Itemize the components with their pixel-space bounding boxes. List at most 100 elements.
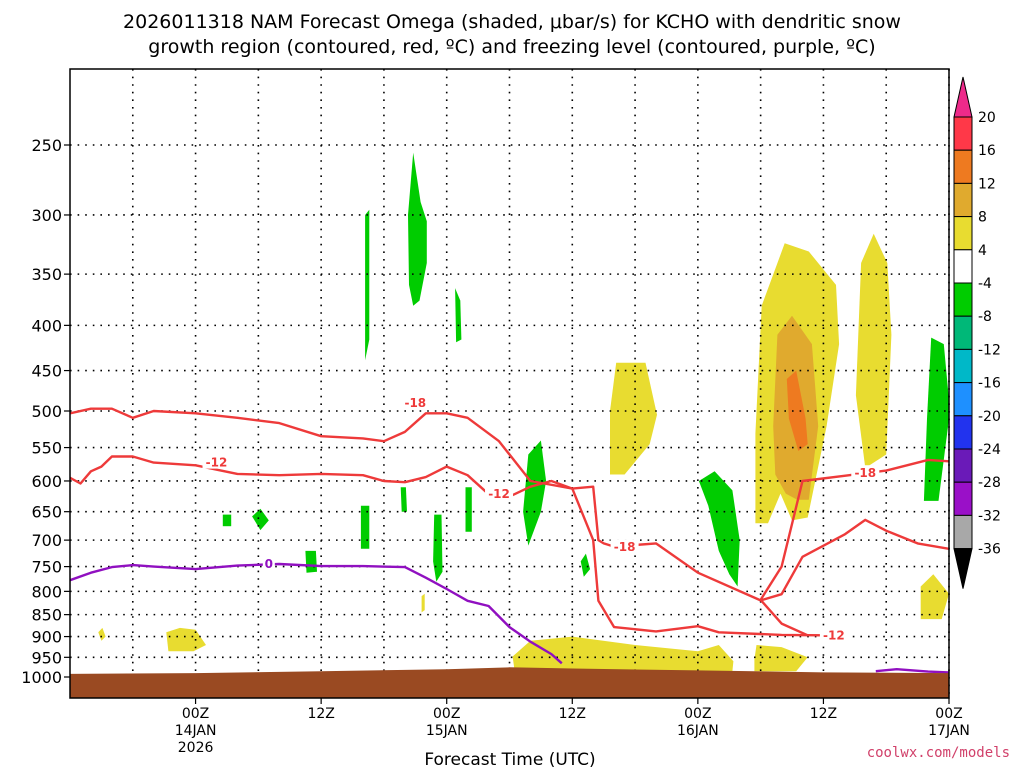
- y-tick-label-900: 900: [31, 628, 62, 647]
- colorbar-label-3: 8: [978, 210, 987, 226]
- contour-label-bg-0: [401, 395, 430, 410]
- shade-region-green-8: [433, 514, 443, 582]
- colorbar-band-9: [953, 415, 973, 450]
- colorbar-band-4: [953, 249, 973, 284]
- colorbar-band-6: [953, 315, 973, 350]
- contour-label-3: -18: [614, 540, 636, 554]
- y-tick-label-250: 250: [31, 136, 62, 155]
- x-tick-date-0: 14JAN: [175, 723, 217, 739]
- contour-label-2: -12: [488, 487, 510, 501]
- colorbar-band-3: [953, 216, 973, 251]
- shade-region-green-11: [580, 553, 591, 577]
- contour-label-bg-3: [610, 539, 639, 554]
- chart-title-line2: growth region (contoured, red, ºC) and f…: [148, 36, 875, 58]
- contour-label-bg-5: [819, 627, 848, 642]
- colorbar-label-9: -20: [978, 409, 1001, 425]
- x-tick-label-0: 00Z: [182, 706, 209, 722]
- shade-region-green-7: [400, 487, 407, 512]
- colorbar-label-8: -16: [978, 376, 1001, 392]
- y-tick-label-650: 650: [31, 503, 62, 522]
- y-tick-label-450: 450: [31, 362, 62, 381]
- colorbar-label-5: -4: [978, 276, 992, 292]
- colorbar-label-7: -12: [978, 342, 1001, 358]
- shade-region-yellow-15: [610, 362, 657, 475]
- shade-region-green-0: [252, 508, 269, 531]
- x-tick-label-12: 12Z: [307, 706, 334, 722]
- colorbar-label-0: 20: [978, 110, 996, 126]
- colorbar-band-0: [953, 116, 973, 151]
- colorbar-band-11: [953, 481, 973, 516]
- contour-label-5: -12: [823, 628, 845, 642]
- ground-fill: [70, 667, 949, 698]
- x-tick-label-72: 00Z: [935, 706, 962, 722]
- contour-label-6: 0: [265, 557, 273, 571]
- y-tick-label-600: 600: [31, 472, 62, 491]
- colorbar-label-12: -32: [978, 508, 1001, 524]
- y-tick-label-400: 400: [31, 316, 62, 335]
- shade-region-green-12: [698, 471, 740, 587]
- y-tick-label-350: 350: [31, 265, 62, 284]
- shade-region-yellow-20: [920, 574, 949, 620]
- dgz-contour-0: [70, 407, 949, 602]
- colorbar: 20 16 12 8 4 -4 -8 -12 -16 -20 -24 -28 -32 -36: [953, 76, 1001, 589]
- x-tick-label-48: 00Z: [684, 706, 711, 722]
- shade-region-dorange-26: [786, 370, 808, 451]
- contour-label-bg-2: [485, 486, 514, 501]
- colorbar-bottom-arrow: [953, 548, 973, 589]
- contour-label-bg-4: [851, 465, 880, 480]
- shade-region-yellow-16: [512, 636, 734, 674]
- plot-frame: [69, 68, 950, 699]
- contour-label-0: -18: [404, 396, 426, 410]
- shade-region-green-3: [360, 505, 370, 549]
- y-tick-label-500: 500: [31, 402, 62, 421]
- dgz-contour-2: [759, 458, 949, 637]
- colorbar-band-10: [953, 448, 973, 483]
- shade-region-green-13: [923, 337, 949, 501]
- colorbar-band-5: [953, 282, 973, 317]
- freezing-contour-3: [70, 562, 563, 665]
- y-axis: 250 300 350 400 450 500 550 600 650 700 750 800 850 9…: [21, 136, 70, 687]
- x-tick-date-72: 17JAN: [928, 723, 970, 739]
- shade-region-yellow-22: [166, 627, 206, 652]
- y-tick-label-1000: 1000: [21, 668, 62, 687]
- contour-label-bg-6: [262, 556, 275, 571]
- contour-label-bg-1: [202, 454, 231, 469]
- y-tick-label-850: 850: [31, 606, 62, 625]
- ground: [70, 667, 949, 698]
- x-axis-title: Forecast Time (UTC): [424, 750, 595, 768]
- contours: -18 -12 -12 -18 -18 -12 0: [70, 395, 949, 674]
- contour-label-4: -18: [854, 466, 876, 480]
- shade-region-green-9: [465, 487, 472, 532]
- dgz-contour-1: [70, 455, 824, 637]
- y-tick-label-550: 550: [31, 439, 62, 458]
- x-tick-date-24: 15JAN: [426, 723, 468, 739]
- colorbar-label-4: 4: [978, 243, 987, 259]
- x-tick-year-0: 2026: [178, 740, 214, 756]
- shade-region-yellow-19: [855, 233, 892, 468]
- y-tick-label-800: 800: [31, 582, 62, 601]
- x-tick-date-48: 16JAN: [677, 723, 719, 739]
- colorbar-label-2: 12: [978, 176, 996, 192]
- colorbar-label-13: -36: [978, 542, 1001, 558]
- colorbar-label-11: -28: [978, 475, 1001, 491]
- y-tick-label-950: 950: [31, 648, 62, 667]
- freezing-contour-4: [875, 668, 949, 674]
- shade-region-green-10: [523, 440, 547, 546]
- x-tick-label-60: 12Z: [810, 706, 837, 722]
- credit-text: coolwx.com/models: [867, 745, 1010, 761]
- colorbar-top-arrow: [953, 76, 973, 118]
- shade-region-yellow-24: [976, 621, 985, 653]
- colorbar-band-7: [953, 348, 973, 384]
- colorbar-band-12: [953, 514, 973, 550]
- shade-region-yellow-23: [421, 593, 425, 613]
- shade-region-green-5: [408, 152, 427, 306]
- shade-region-yellow-17: [754, 645, 808, 672]
- colorbar-band-8: [953, 382, 973, 417]
- x-tick-label-24: 00Z: [433, 706, 460, 722]
- x-tick-label-36: 12Z: [559, 706, 586, 722]
- shade-region-green-4: [365, 209, 370, 361]
- colorbar-label-10: -24: [978, 442, 1001, 458]
- shade-region-green-6: [455, 288, 462, 343]
